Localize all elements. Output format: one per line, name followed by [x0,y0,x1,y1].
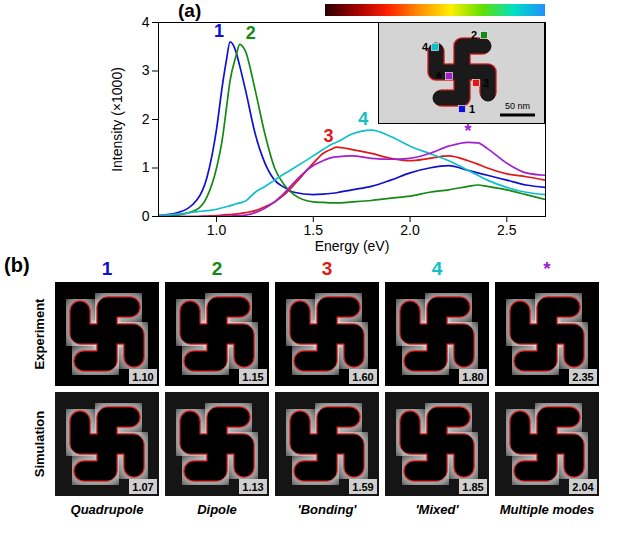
svg-text:4: 4 [142,14,150,30]
svg-text:Simulation: Simulation [32,411,47,478]
svg-text:Multiple modes: Multiple modes [500,502,595,517]
svg-text:4: 4 [422,41,429,53]
svg-text:(b): (b) [4,254,30,276]
svg-text:'Mixed': 'Mixed' [415,502,459,517]
svg-text:1.07: 1.07 [132,481,153,493]
svg-text:2: 2 [212,258,223,279]
svg-text:2.35: 2.35 [572,371,593,383]
svg-text:Intensity (×1000): Intensity (×1000) [109,67,125,172]
svg-text:1.59: 1.59 [352,481,373,493]
svg-text:50 nm: 50 nm [505,101,530,111]
svg-text:*: * [543,258,551,279]
svg-text:1: 1 [214,21,224,41]
svg-text:1.13: 1.13 [242,481,263,493]
svg-text:4: 4 [432,258,443,279]
svg-text:2.5: 2.5 [497,222,517,238]
svg-text:*: * [436,70,443,87]
svg-text:Dipole: Dipole [197,502,237,517]
svg-text:2: 2 [142,111,150,127]
svg-text:1.80: 1.80 [462,371,483,383]
svg-text:3: 3 [142,62,150,78]
svg-text:1.15: 1.15 [242,371,263,383]
svg-text:1: 1 [102,258,113,279]
svg-text:2.04: 2.04 [572,481,594,493]
svg-text:'Bonding': 'Bonding' [298,502,358,517]
svg-text:3: 3 [324,126,334,146]
svg-text:0: 0 [142,208,150,224]
svg-text:1.85: 1.85 [462,481,483,493]
svg-text:1.0: 1.0 [207,222,227,238]
svg-text:*: * [465,121,472,141]
svg-text:3: 3 [483,77,489,89]
svg-text:1: 1 [142,159,150,175]
svg-text:Experiment: Experiment [32,298,47,369]
html-text:(a): (a) [178,0,202,21]
svg-text:2.0: 2.0 [400,222,420,238]
svg-text:1.5: 1.5 [304,222,324,238]
svg-text:3: 3 [322,258,333,279]
svg-text:1.10: 1.10 [132,371,153,383]
svg-text:2: 2 [246,23,256,43]
svg-text:Quadrupole: Quadrupole [71,502,144,517]
svg-text:1.60: 1.60 [352,371,373,383]
svg-text:1: 1 [469,103,475,115]
svg-text:Energy (eV): Energy (eV) [315,238,390,254]
svg-text:2: 2 [471,29,477,41]
svg-text:4: 4 [358,109,368,129]
